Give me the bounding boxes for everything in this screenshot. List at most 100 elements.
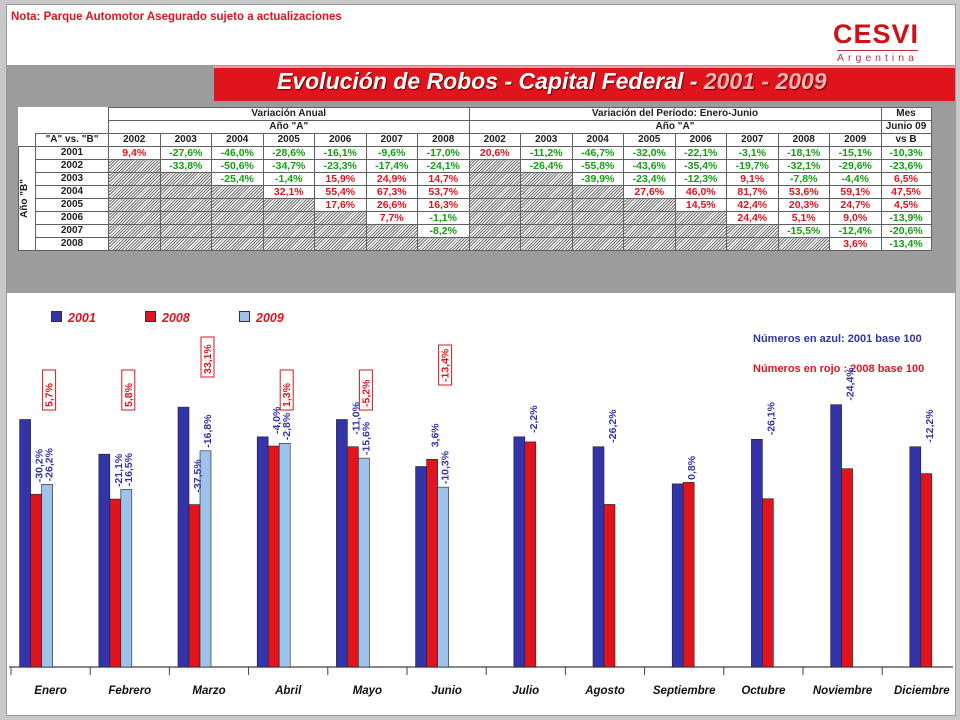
row-year: 2005	[35, 198, 109, 212]
table-cell-empty	[211, 211, 264, 225]
row-year: 2007	[35, 224, 109, 238]
legend-2001: 2001	[51, 311, 96, 325]
table-cell-value: -22,1%	[674, 146, 727, 160]
table-cell-value: 5,1%	[777, 211, 830, 225]
side-label-cell: Año "B"	[18, 146, 36, 251]
blue-data-label: -4,0%	[271, 406, 283, 434]
header-year-anual: 2003	[159, 133, 212, 147]
table-cell-value: 20,3%	[777, 198, 830, 212]
table-cell-value: -15,1%	[829, 146, 882, 160]
lightblue-data-label: -16,5%	[123, 452, 135, 486]
table-cell-empty	[314, 224, 367, 238]
table-cell-value: 81,7%	[726, 185, 779, 199]
table-cell-value: -20,6%	[880, 224, 932, 238]
bar-2008	[762, 498, 774, 668]
bar-2008	[426, 459, 438, 668]
blue-data-label: -26,1%	[765, 401, 777, 435]
bar-2008	[524, 441, 537, 668]
table-cell-value: -15,5%	[777, 224, 830, 238]
table-cell-value: -26,4%	[520, 159, 573, 173]
blue-data-label: 3,6%	[430, 423, 442, 448]
table-cell-empty	[623, 237, 676, 251]
lightblue-data-label: -10,3%	[440, 450, 452, 484]
bar-2009	[278, 442, 291, 668]
page-title: Evolución de Robos - Capital Federal - 2…	[277, 68, 827, 95]
table-cell-empty	[468, 237, 521, 251]
table-cell-empty	[468, 198, 521, 212]
table-cell-value: 16,3%	[417, 198, 470, 212]
table-cell-value: -17,0%	[417, 146, 470, 160]
blue-data-label: -2,2%	[528, 405, 540, 433]
table-cell-empty	[159, 211, 212, 225]
header-ano-a-anual: Año "A"	[108, 120, 470, 134]
table-cell-empty	[777, 237, 830, 251]
header-mes: Mes	[880, 107, 932, 121]
blue-data-label: 0,8%	[686, 455, 698, 480]
category-label: Julio	[512, 685, 539, 697]
table-cell-empty	[159, 224, 212, 238]
table-cell-empty	[726, 224, 779, 238]
header-vs-b: vs B	[880, 133, 932, 147]
table-cell-empty	[417, 237, 470, 251]
table-cell-value: 7,7%	[365, 211, 418, 225]
table-cell-value: -12,4%	[829, 224, 882, 238]
bar-2001	[98, 453, 111, 668]
table-cell-value: -43,6%	[623, 159, 676, 173]
table-cell-empty	[520, 211, 573, 225]
bar-2001	[671, 483, 684, 668]
row-year: 2008	[35, 237, 109, 251]
legend-swatch-2009	[239, 311, 250, 322]
bar-2008	[267, 445, 280, 668]
header-year-periodo: 2002	[468, 133, 521, 147]
table-cell-empty	[468, 159, 521, 173]
row-year: 2006	[35, 211, 109, 225]
table-row: 2008 3,6% -13,4%	[19, 237, 932, 251]
category-label: Febrero	[108, 685, 151, 697]
table-cell-empty	[211, 185, 264, 199]
category-label: Agosto	[584, 685, 625, 697]
table-cell-empty	[571, 185, 624, 199]
table-cell-empty	[108, 185, 161, 199]
title-red-bar	[214, 66, 955, 103]
lightblue-data-label: -16,8%	[202, 414, 214, 448]
title-main: Evolución de Robos - Capital Federal -	[277, 68, 704, 94]
table-cell-empty	[365, 237, 418, 251]
table-cell-empty	[159, 185, 212, 199]
table-cell-empty	[571, 211, 624, 225]
blue-data-label: -30,2%	[34, 448, 46, 482]
table-cell-value: 24,4%	[726, 211, 779, 225]
table-cell-value: 32,1%	[262, 185, 315, 199]
table-cell-empty	[211, 224, 264, 238]
table-cell-value: -9,6%	[365, 146, 418, 160]
variation-table: Variación Anual Variación del Período: En…	[18, 107, 932, 251]
row-year: 2003	[35, 172, 109, 186]
table-cell-empty	[159, 198, 212, 212]
table-cell-value: 24,7%	[829, 198, 882, 212]
header-variacion-anual: Variación Anual	[108, 107, 470, 121]
header-year-periodo: 2004	[571, 133, 624, 147]
table-cell-empty	[108, 172, 161, 186]
table-cell-value: 20,6%	[468, 146, 521, 160]
red-boxed-label: 5,8%	[123, 382, 135, 407]
table-cell-value: -32,0%	[623, 146, 676, 160]
table-cell-value: 27,6%	[623, 185, 676, 199]
table-cell-empty	[520, 198, 573, 212]
bar-2008	[682, 482, 695, 668]
red-label-box	[279, 369, 294, 411]
note-red: Números en rojo : 2008 base 100	[753, 363, 925, 375]
lightblue-data-label: -15,6%	[360, 421, 372, 455]
red-label-box	[42, 369, 57, 411]
table-row: Año "B" 2001 9,4% -27,6% -46,0% -28,6% -16,1% -…	[18, 146, 932, 251]
table-cell-value: 47,5%	[880, 185, 932, 199]
table-cell-empty	[520, 185, 573, 199]
table-cell-value: 4,5%	[880, 198, 932, 212]
header-year-periodo: 2005	[623, 133, 676, 147]
table-cell-value: 53,6%	[777, 185, 830, 199]
red-boxed-label: -5,2%	[360, 379, 372, 407]
bar-2001	[177, 406, 190, 668]
table-cell-value: 17,6%	[314, 198, 367, 212]
bar-2008	[841, 468, 853, 668]
table-cell-value: -27,6%	[159, 146, 212, 160]
table-cell-empty	[314, 211, 367, 225]
category-label: Abril	[274, 685, 302, 697]
